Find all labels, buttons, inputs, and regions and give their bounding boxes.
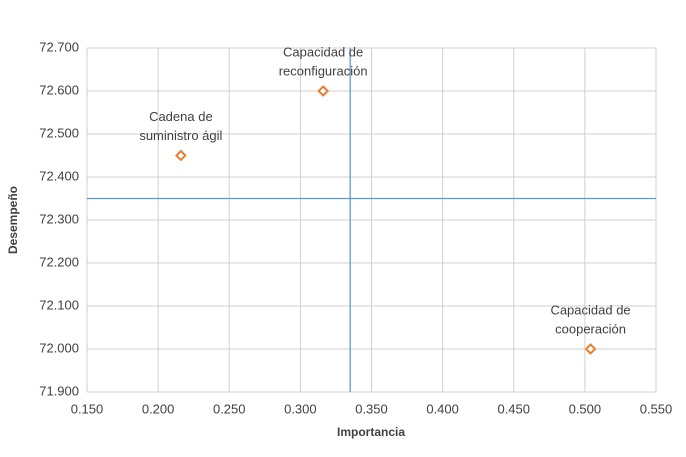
- point-label: suministro ágil: [139, 128, 222, 143]
- x-tick-label: 0.500: [569, 401, 602, 416]
- x-tick-label: 0.150: [71, 401, 104, 416]
- x-tick-label: 0.550: [640, 401, 673, 416]
- y-tick-label: 72.100: [39, 297, 79, 312]
- y-tick-label: 72.300: [39, 211, 79, 226]
- x-tick-label: 0.350: [355, 401, 388, 416]
- x-tick-label: 0.200: [142, 401, 175, 416]
- y-tick-label: 72.400: [39, 168, 79, 183]
- point-label: Capacidad de: [550, 302, 630, 317]
- y-tick-label: 72.000: [39, 340, 79, 355]
- point-label: Cadena de: [149, 109, 213, 124]
- point-label: Capacidad de: [283, 44, 363, 59]
- y-tick-label: 72.200: [39, 254, 79, 269]
- x-tick-label: 0.300: [284, 401, 317, 416]
- y-axis-title: Desempeño: [6, 186, 20, 254]
- x-axis-title: Importancia: [337, 425, 405, 439]
- point: [317, 85, 330, 97]
- y-tick-label: 72.600: [39, 82, 79, 97]
- x-tick-label: 0.400: [426, 401, 459, 416]
- y-tick-label: 72.500: [39, 125, 79, 140]
- point: [174, 149, 187, 162]
- point-label: reconfiguración: [279, 63, 368, 78]
- x-tick-label: 0.450: [497, 401, 530, 416]
- y-tick-label: 71.900: [39, 383, 79, 398]
- point: [584, 343, 597, 355]
- y-tick-label: 72.700: [39, 39, 79, 54]
- x-tick-label: 0.250: [213, 401, 246, 416]
- point-label: cooperación: [555, 321, 626, 336]
